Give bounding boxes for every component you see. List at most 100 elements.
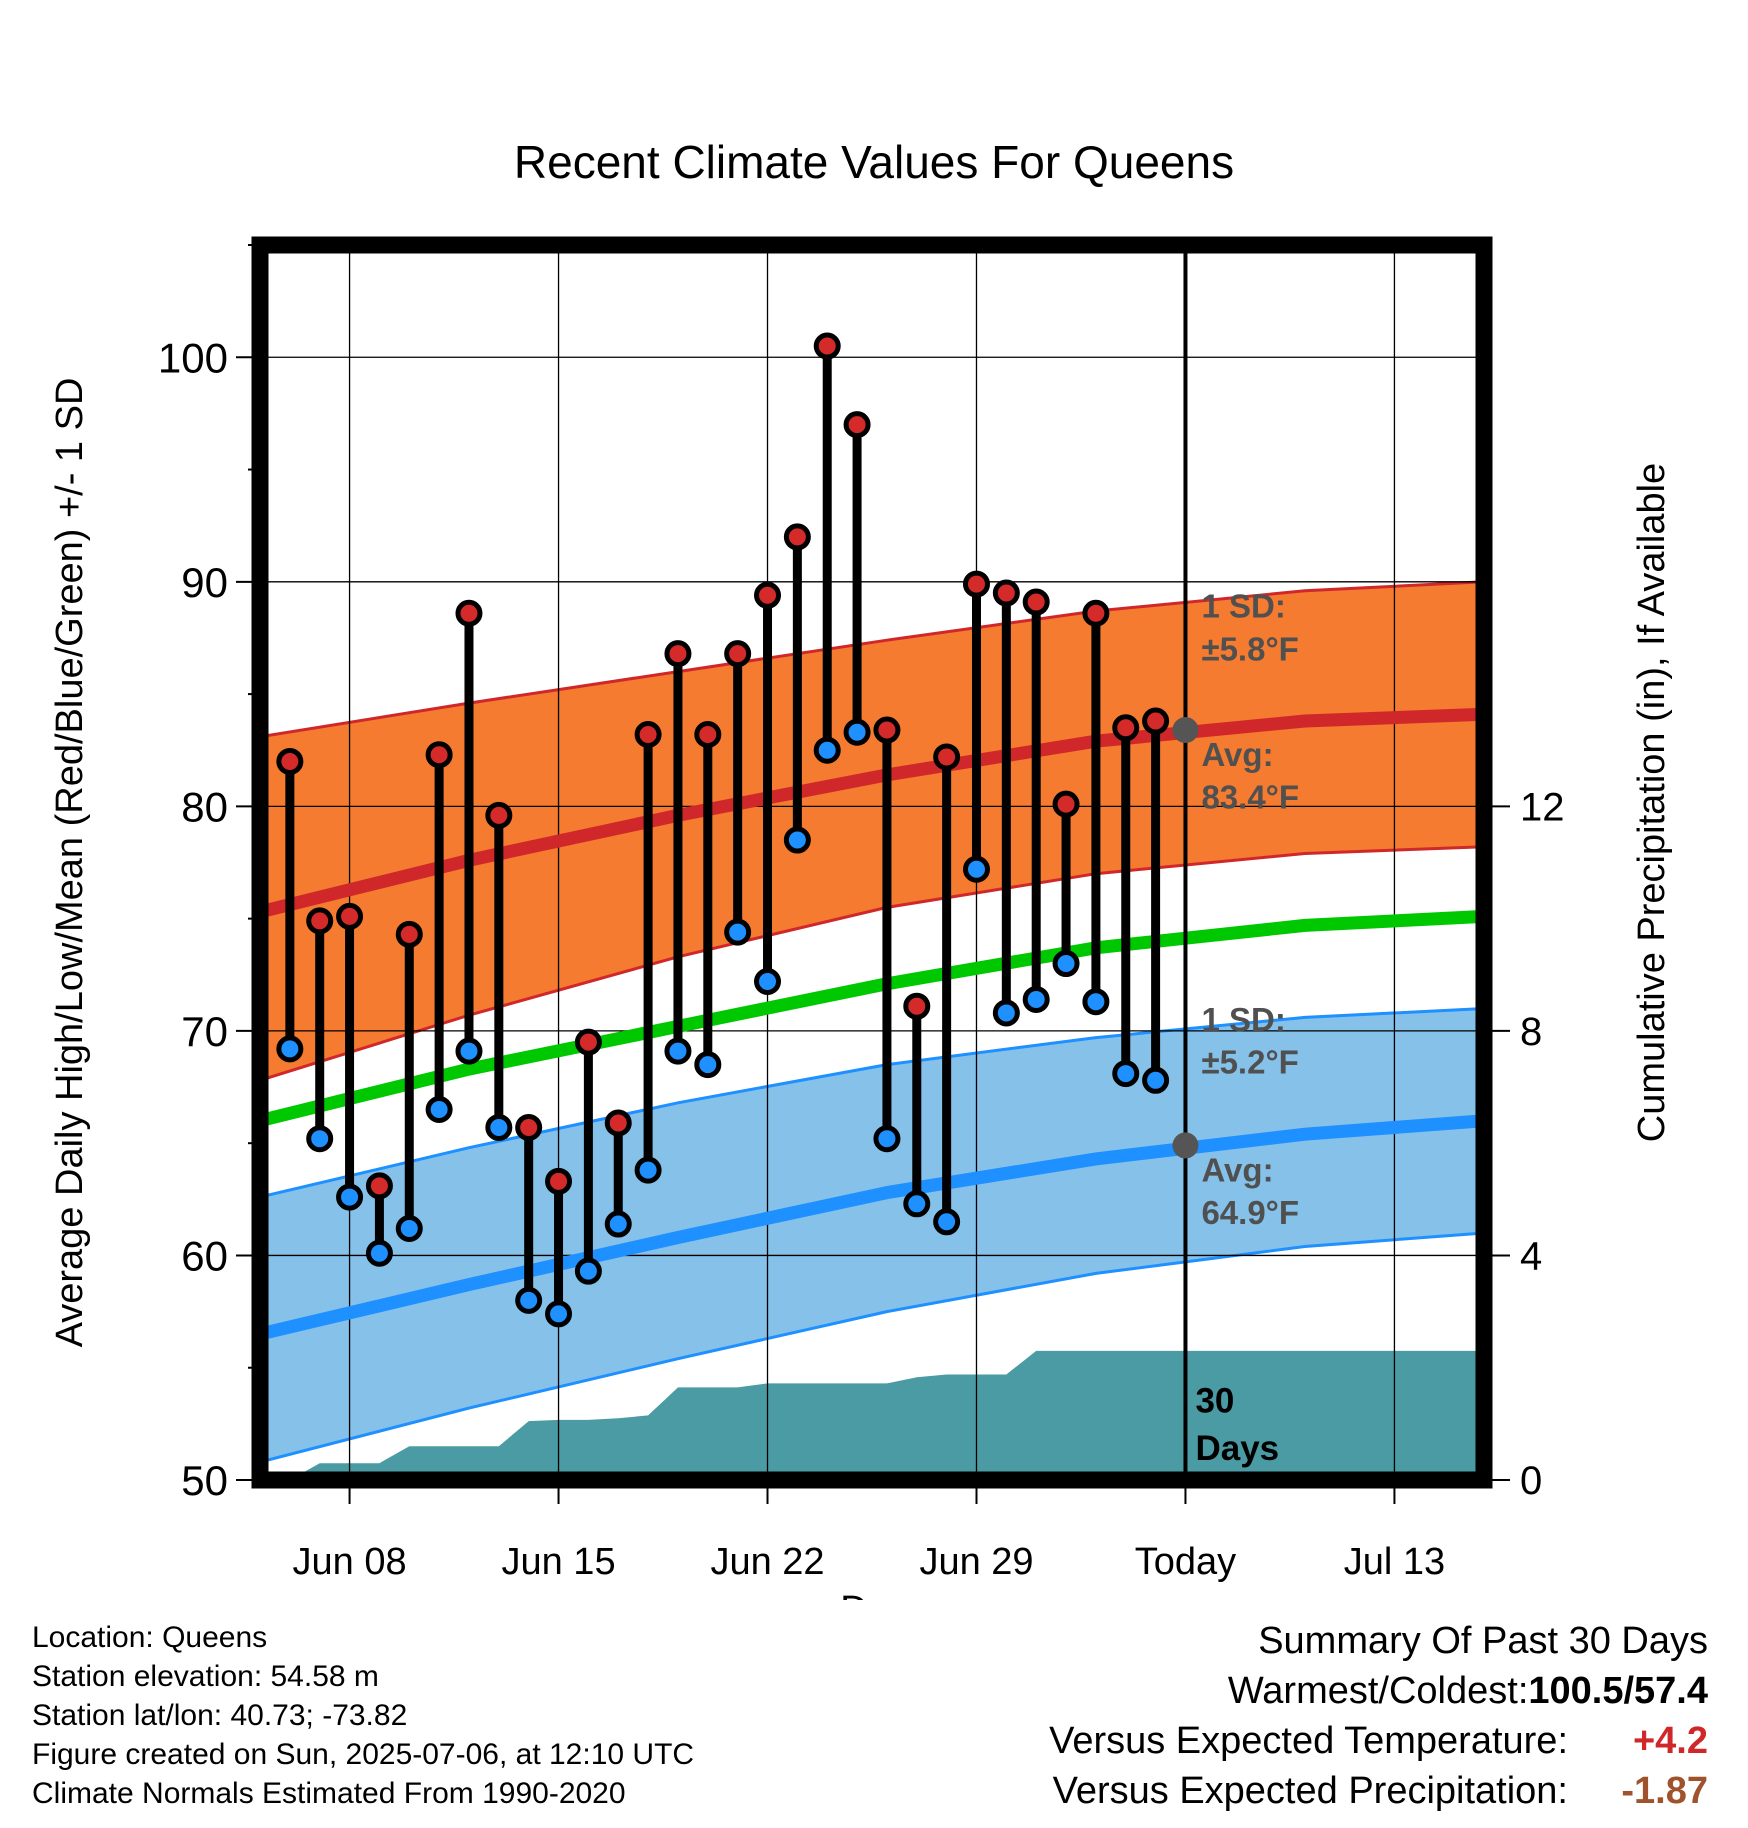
daily-low-marker <box>933 1208 961 1236</box>
daily-low-marker <box>365 1239 393 1267</box>
daily-low-marker <box>306 1125 334 1153</box>
daily-low-marker <box>336 1183 364 1211</box>
low-avg-today-marker <box>1172 1132 1199 1159</box>
daily-high-marker <box>604 1109 632 1137</box>
daily-high-marker <box>754 581 782 609</box>
daily-high-marker <box>545 1167 573 1195</box>
x-tick-label: Jun 15 <box>501 1541 615 1583</box>
y-axis-label: Average Daily High/Low/Mean (Red/Blue/Gr… <box>49 378 91 1348</box>
low-sd-value: ±5.2°F <box>1201 1044 1298 1081</box>
daily-high-marker <box>873 716 901 744</box>
daily-low-marker <box>813 736 841 764</box>
plot-frame <box>251 236 1493 1489</box>
daily-high-marker <box>634 721 662 749</box>
x-axis-label: Day <box>840 1589 908 1600</box>
daily-low-marker <box>455 1037 483 1065</box>
precip-label: Versus Expected Precipitation: <box>1052 1770 1568 1812</box>
daily-low-marker <box>1022 985 1050 1013</box>
y2-tick-label: 8 <box>1520 1010 1542 1054</box>
climate-chart: Recent Climate Values For Queens 1 SD: ±5… <box>49 136 1673 1600</box>
daily-high-marker <box>1052 790 1080 818</box>
low-avg-value: 64.9°F <box>1201 1194 1299 1231</box>
daily-high-marker <box>1022 588 1050 616</box>
x-tick-label: Jun 08 <box>293 1541 407 1583</box>
daily-high-marker <box>992 579 1020 607</box>
temp-row: Versus Expected Temperature: +4.2 <box>1049 1716 1708 1766</box>
daily-low-marker <box>1052 950 1080 978</box>
daily-low-marker <box>783 826 811 854</box>
high-sd-band <box>260 581 1484 1081</box>
daily-low-marker <box>485 1113 513 1141</box>
created-text: Figure created on Sun, 2025-07-06, at 12… <box>32 1738 695 1771</box>
daily-high-marker <box>903 992 931 1020</box>
temp-value: +4.2 <box>1632 1720 1708 1762</box>
daily-high-marker <box>395 920 423 948</box>
y2-tick-label: 4 <box>1520 1234 1542 1278</box>
normals-text: Climate Normals Estimated From 1990-2020 <box>32 1777 626 1810</box>
summary-panel: Summary Of Past 30 Days Warmest/Coldest:… <box>1049 1616 1708 1816</box>
daily-low-marker <box>903 1190 931 1218</box>
daily-low-marker <box>545 1300 573 1328</box>
warm-cold-value: 100.5/57.4 <box>1528 1670 1708 1712</box>
precip-row: Versus Expected Precipitation: -1.87 <box>1049 1766 1708 1816</box>
daily-high-marker <box>783 523 811 551</box>
daily-low-marker <box>515 1286 543 1314</box>
low-avg-line <box>260 1114 1484 1341</box>
daily-low-marker <box>604 1210 632 1238</box>
daily-high-marker <box>276 747 304 775</box>
high-sd-label: 1 SD: <box>1201 588 1285 625</box>
daily-high-marker <box>336 902 364 930</box>
warm-cold-label: Warmest/Coldest: <box>1227 1670 1529 1712</box>
y-tick-label: 80 <box>181 783 228 830</box>
temp-label: Versus Expected Temperature: <box>1049 1720 1568 1762</box>
daily-high-marker <box>485 801 513 829</box>
precip-area <box>260 1350 1484 1480</box>
daily-high-marker <box>365 1172 393 1200</box>
daily-high-marker <box>813 332 841 360</box>
daily-high-marker <box>455 599 483 627</box>
high-avg-label: Avg: <box>1201 736 1273 773</box>
daily-high-marker <box>1082 599 1110 627</box>
daily-high-marker <box>694 721 722 749</box>
daily-low-marker <box>843 718 871 746</box>
low-lower-edge <box>260 1231 1484 1464</box>
high-avg-value: 83.4°F <box>1201 779 1299 816</box>
daily-low-marker <box>724 918 752 946</box>
location-text: Location: Queens <box>32 1621 268 1654</box>
daily-high-marker <box>1142 707 1170 735</box>
daily-low-marker <box>992 999 1020 1027</box>
high-sd-value: ±5.8°F <box>1201 630 1298 667</box>
plot-content <box>260 245 1484 1480</box>
warm-cold-row: Warmest/Coldest:100.5/57.4 <box>1049 1666 1708 1716</box>
daily-low-marker <box>574 1257 602 1285</box>
daily-high-marker <box>1112 714 1140 742</box>
y-tick-label: 70 <box>181 1008 228 1055</box>
daily-low-marker <box>962 855 990 883</box>
x-tick-label: Jun 29 <box>919 1541 1033 1583</box>
high-avg-today-marker <box>1172 717 1199 744</box>
plot-area: 1 SD: ±5.8°F Avg: 83.4°F 1 SD: ±5.2°F Avg: 64.9… <box>49 236 1673 1583</box>
station-info: Location: Queens Station elevation: 54.5… <box>32 1618 694 1813</box>
y-tick-label: 60 <box>181 1232 228 1279</box>
y2-tick-label: 12 <box>1520 785 1565 829</box>
daily-low-marker <box>664 1037 692 1065</box>
daily-low-marker <box>425 1096 453 1123</box>
daily-low-marker <box>694 1051 722 1079</box>
daily-high-marker <box>933 743 961 771</box>
chart-title: Recent Climate Values For Queens <box>514 136 1234 188</box>
daily-low-marker <box>276 1035 304 1063</box>
x-tick-label: Jul 13 <box>1344 1541 1445 1583</box>
daily-low-marker <box>754 968 782 996</box>
y2-axis-label: Cumulative Precipitation (in), If Availa… <box>1631 463 1673 1142</box>
daily-high-marker <box>515 1113 543 1141</box>
daily-high-marker <box>306 907 334 935</box>
daily-low-marker <box>1142 1066 1170 1094</box>
daily-high-marker <box>574 1028 602 1056</box>
daily-low-marker <box>873 1125 901 1153</box>
daily-low-marker <box>1082 988 1110 1016</box>
low-avg-label: Avg: <box>1201 1151 1273 1188</box>
y-tick-label: 90 <box>181 559 228 606</box>
x-tick-label: Today <box>1135 1541 1236 1583</box>
period-label-number: 30 <box>1195 1382 1234 1421</box>
low-sd-label: 1 SD: <box>1201 1001 1285 1038</box>
